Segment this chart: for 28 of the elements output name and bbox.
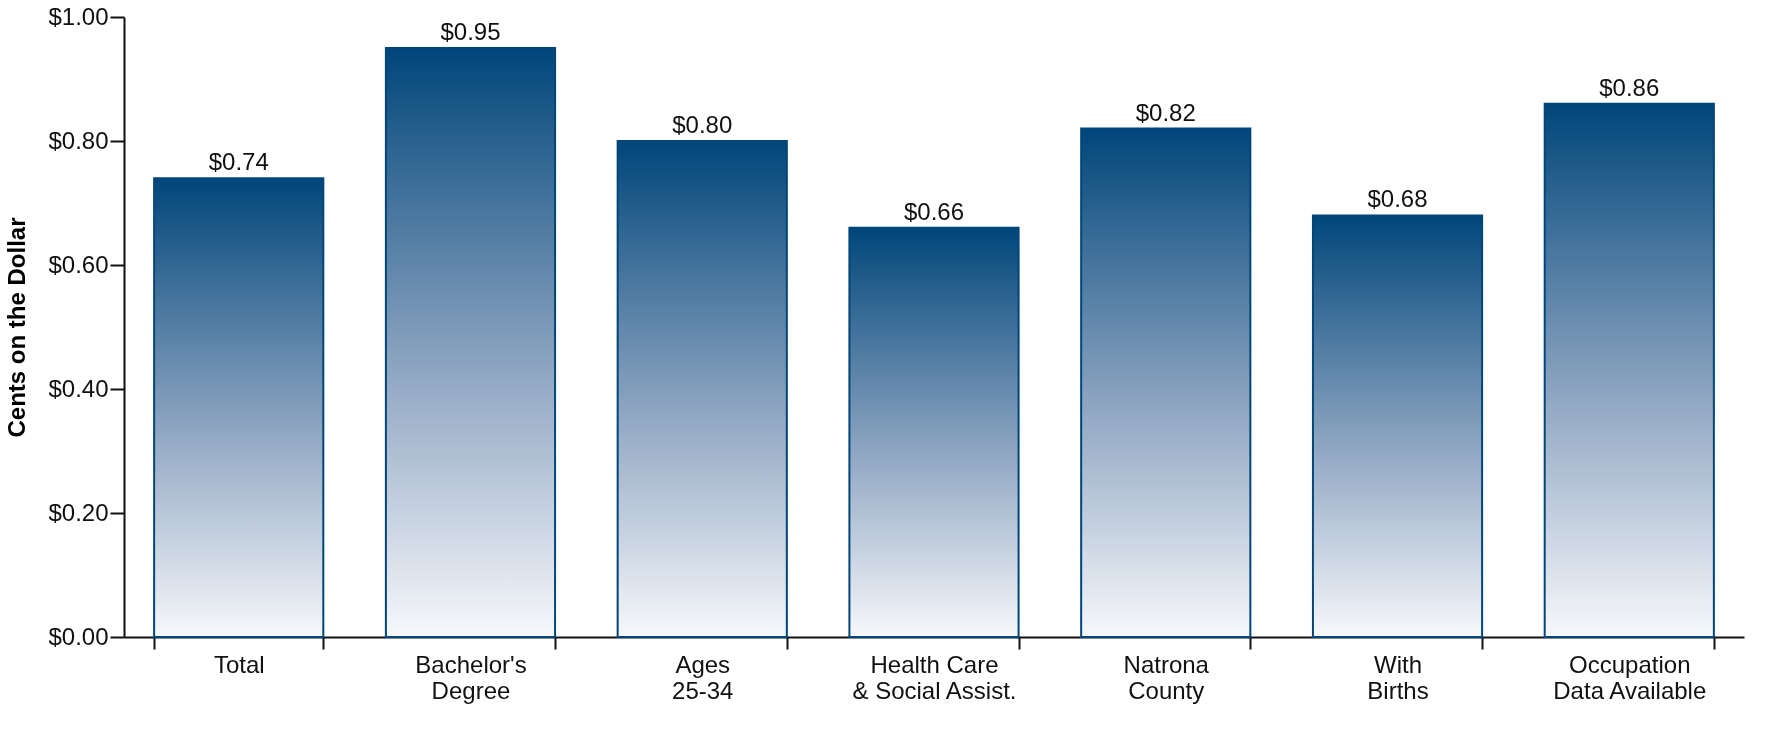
x-tick-label: Bachelor's Degree — [415, 650, 527, 704]
x-tick-label: Ages 25-34 — [672, 650, 734, 704]
y-tick-label: $0.60 — [48, 250, 109, 278]
data-label: $0.86 — [1599, 73, 1660, 101]
x-tick-label: Total — [213, 650, 265, 678]
y-tick-label: $0.00 — [48, 622, 109, 650]
x-tick-label: With Births — [1367, 650, 1429, 704]
y-axis-title: Cents on the Dollar — [3, 217, 31, 438]
bar — [153, 177, 325, 638]
bar — [384, 47, 557, 638]
data-label: $0.82 — [1135, 98, 1196, 126]
y-tick-label: $0.40 — [48, 374, 109, 402]
x-tick-label: Occupation Data Available — [1553, 650, 1707, 704]
y-tick-label: $0.20 — [48, 498, 109, 526]
bar — [616, 140, 788, 638]
data-label: $0.68 — [1367, 185, 1428, 213]
x-tick-label: Natrona County — [1123, 650, 1210, 704]
data-label: $0.66 — [903, 197, 965, 225]
y-tick-label: $1.00 — [48, 2, 109, 30]
y-tick-label: $0.80 — [48, 126, 109, 154]
bar — [1543, 102, 1715, 638]
bar — [1311, 214, 1484, 638]
data-label: $0.80 — [672, 111, 733, 138]
x-tick-label: Health Care & Social Assist. — [852, 650, 1017, 704]
bar — [1080, 127, 1252, 638]
data-label: $0.74 — [208, 148, 269, 176]
data-label: $0.95 — [440, 18, 501, 45]
bar — [848, 226, 1020, 638]
